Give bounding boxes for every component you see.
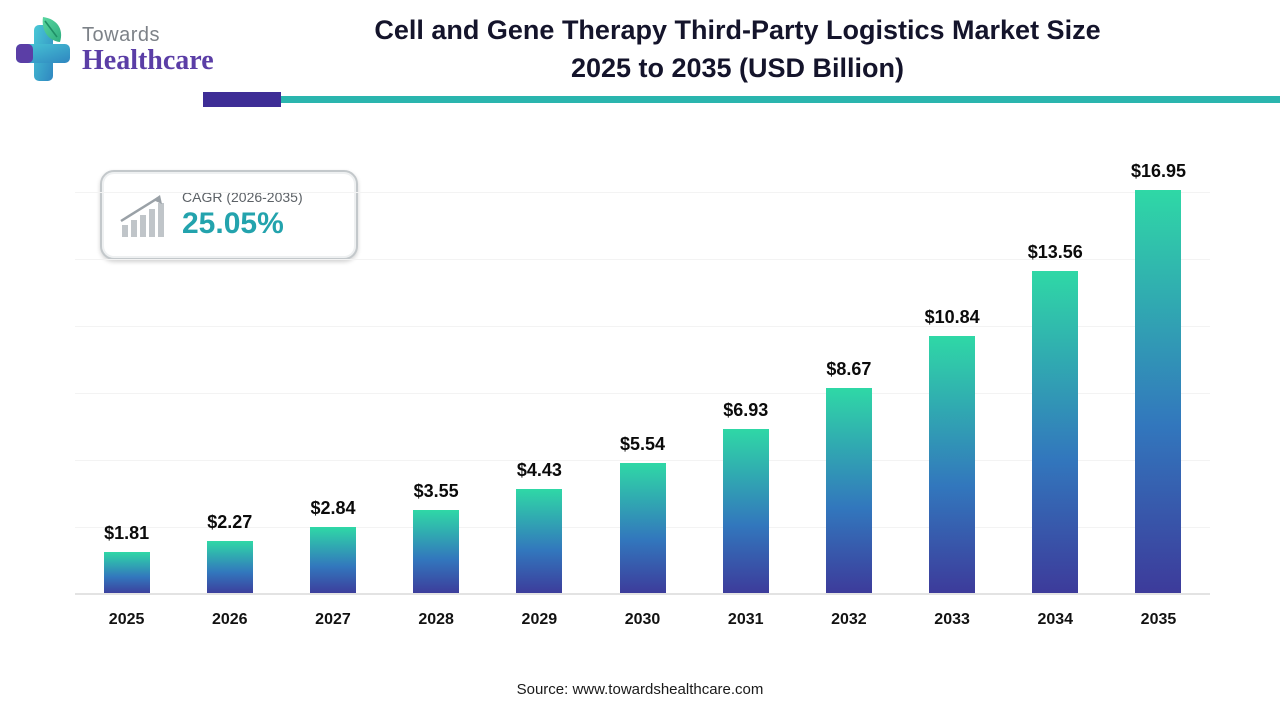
logo: Towards Healthcare bbox=[0, 15, 255, 85]
bar-value-label-2026: $2.27 bbox=[207, 512, 253, 532]
cagr-badge: CAGR (2026-2035) 25.05% bbox=[100, 170, 358, 260]
gridline bbox=[75, 326, 1210, 327]
bar-column-2032: $8.67 bbox=[797, 359, 900, 595]
bar-2029 bbox=[516, 489, 563, 595]
logo-text-towards: Towards bbox=[82, 23, 160, 46]
bar-value-label-2028: $3.55 bbox=[413, 481, 459, 501]
x-axis-label-2034: 2034 bbox=[1037, 611, 1074, 628]
bar-column-2031: $6.93 bbox=[694, 400, 797, 595]
towards-healthcare-logo-icon bbox=[16, 17, 70, 81]
x-axis-label-2032: 2032 bbox=[831, 611, 867, 628]
logo-text-healthcare: Healthcare bbox=[82, 44, 214, 76]
gridline bbox=[75, 393, 1210, 394]
chart-title: Cell and Gene Therapy Third-Party Logist… bbox=[255, 12, 1280, 88]
divider-teal-line bbox=[281, 96, 1280, 103]
bar-value-label-2033: $10.84 bbox=[924, 307, 980, 327]
gridline bbox=[75, 460, 1210, 461]
bar-chart: $1.81 $2.27 $2.84 $3.55 $4.43 $5.54 $6.93 $8.67… bbox=[75, 150, 1210, 628]
logo-text: Towards Healthcare bbox=[82, 23, 214, 76]
growth-chart-icon bbox=[120, 195, 164, 237]
bar-2030 bbox=[619, 463, 666, 595]
bar-2031 bbox=[722, 429, 769, 595]
bar-2027 bbox=[309, 527, 356, 595]
bar-2032 bbox=[825, 388, 872, 595]
cagr-badge-text: CAGR (2026-2035) 25.05% bbox=[182, 189, 303, 241]
x-axis-label-2026: 2026 bbox=[211, 611, 248, 628]
header: Towards Healthcare Cell and Gene Therapy… bbox=[0, 0, 1280, 100]
bar-column-2028: $3.55 bbox=[385, 481, 488, 595]
bar-column-2030: $5.54 bbox=[591, 434, 694, 595]
bar-column-2033: $10.84 bbox=[901, 307, 1004, 595]
gridline bbox=[75, 192, 1210, 193]
bar-2028 bbox=[413, 510, 460, 595]
bar-column-2027: $2.84 bbox=[281, 498, 384, 595]
x-axis-label-2030: 2030 bbox=[624, 611, 661, 628]
bar-value-label-2029: $4.43 bbox=[516, 460, 562, 480]
bar-column-2025: $1.81 bbox=[75, 523, 178, 595]
bar-column-2034: $13.56 bbox=[1004, 242, 1107, 595]
bar-2033 bbox=[929, 336, 976, 595]
bar-value-label-2030: $5.54 bbox=[620, 434, 666, 454]
x-axis-label-2025: 2025 bbox=[108, 611, 145, 628]
x-axis-labels: 2025 2026 2027 2028 2029 2030 2031 2032 2033 2034… bbox=[75, 595, 1210, 629]
chart-title-line2: 2025 to 2035 (USD Billion) bbox=[570, 53, 905, 83]
x-axis-label-2035: 2035 bbox=[1140, 611, 1177, 628]
x-axis-label-2029: 2029 bbox=[521, 611, 558, 628]
bar-2034 bbox=[1032, 271, 1079, 595]
bar-value-label-2035: $16.95 bbox=[1130, 161, 1186, 181]
source-note: Source: www.towardshealthcare.com bbox=[0, 681, 1280, 698]
bar-value-label-2031: $6.93 bbox=[723, 400, 769, 420]
x-axis-line bbox=[75, 593, 1210, 595]
bar-column-2026: $2.27 bbox=[178, 512, 281, 595]
bar-column-2029: $4.43 bbox=[488, 460, 591, 595]
bar-value-label-2025: $1.81 bbox=[104, 523, 150, 543]
bar-2035 bbox=[1135, 190, 1182, 595]
divider-purple-segment bbox=[203, 92, 281, 107]
bar-value-label-2027: $2.84 bbox=[310, 498, 356, 518]
cagr-value: 25.05% bbox=[182, 207, 284, 240]
gridline bbox=[75, 259, 1210, 260]
bar-2025 bbox=[103, 552, 150, 595]
chart-title-line1: Cell and Gene Therapy Third-Party Logist… bbox=[374, 15, 1101, 46]
header-divider bbox=[0, 92, 1280, 108]
bar-value-label-2034: $13.56 bbox=[1027, 242, 1083, 262]
source-text: Source: www.towardshealthcare.com bbox=[516, 681, 764, 698]
bar-column-2035: $16.95 bbox=[1107, 161, 1210, 595]
bars-area: $1.81 $2.27 $2.84 $3.55 $4.43 $5.54 $6.93 $8.67… bbox=[75, 150, 1210, 595]
bar-2026 bbox=[206, 541, 253, 595]
x-axis-label-2031: 2031 bbox=[727, 611, 764, 628]
x-axis-label-2033: 2033 bbox=[934, 611, 970, 628]
x-axis-label-2028: 2028 bbox=[418, 611, 454, 628]
bar-value-label-2032: $8.67 bbox=[826, 359, 872, 379]
x-axis-label-2027: 2027 bbox=[315, 611, 351, 628]
cagr-label: CAGR (2026-2035) bbox=[182, 189, 303, 205]
